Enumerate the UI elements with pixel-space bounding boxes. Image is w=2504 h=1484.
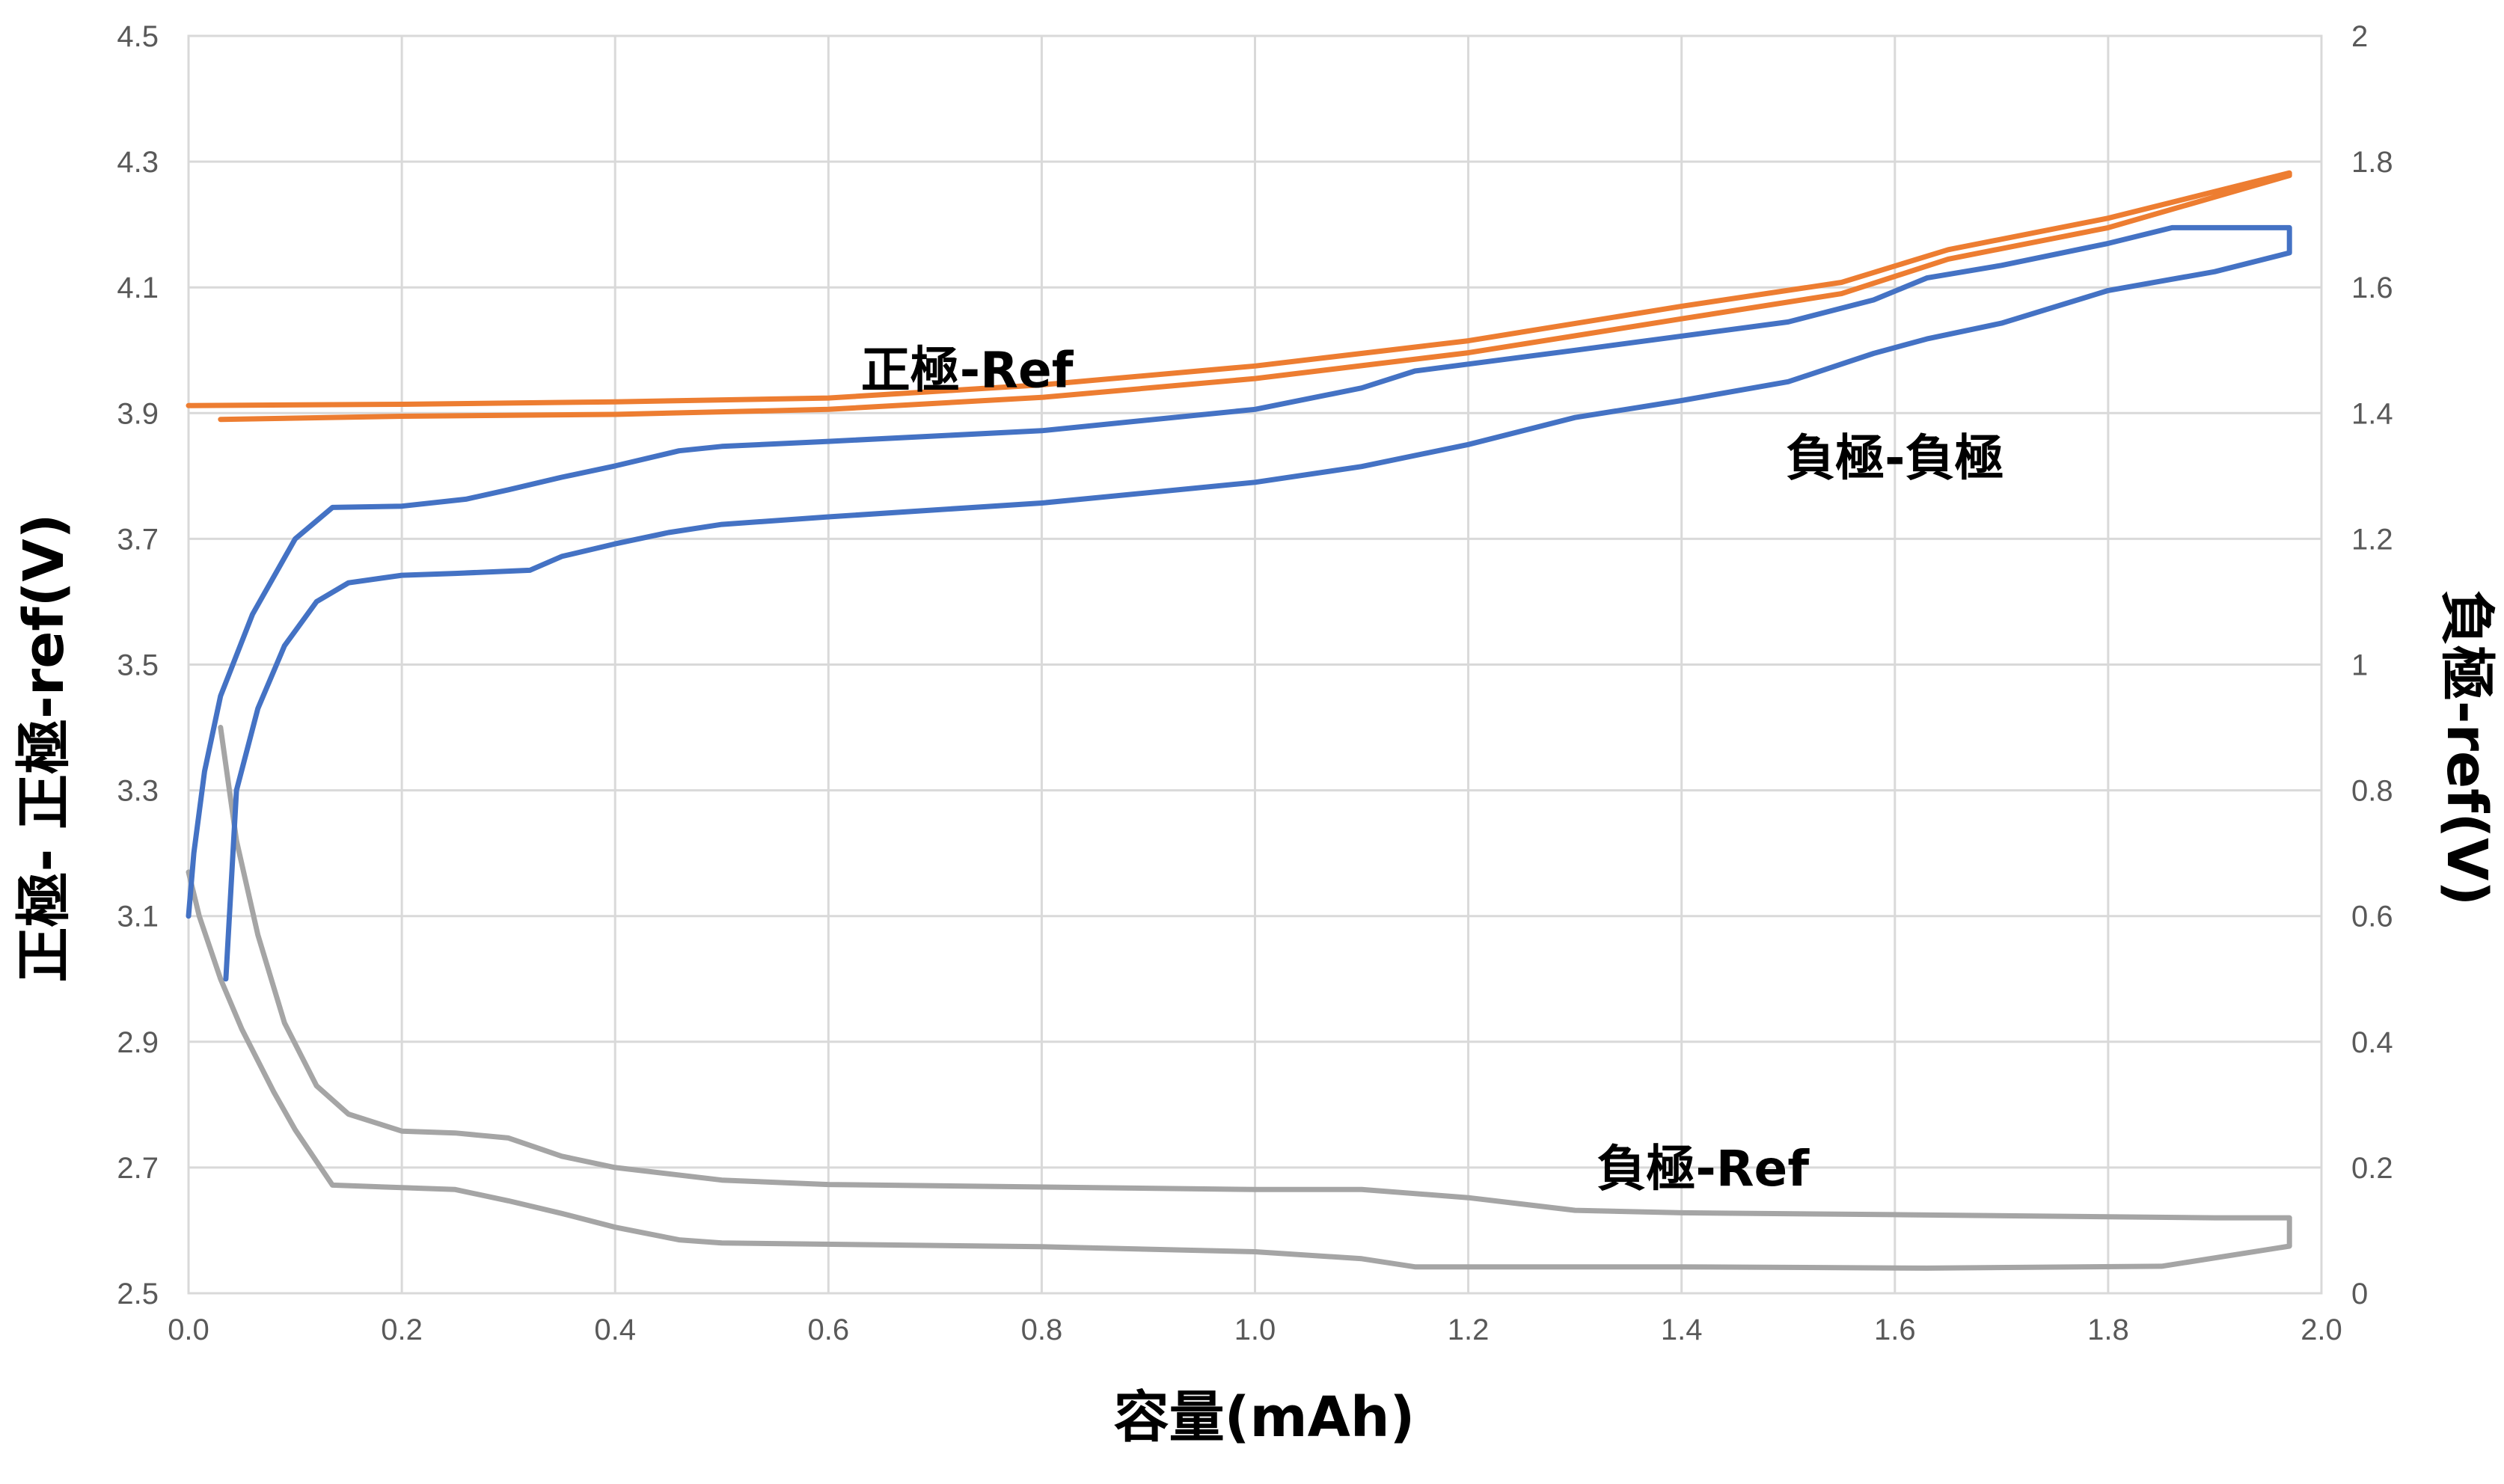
left-tick-label: 2.9	[117, 1026, 159, 1059]
right-tick-label: 0.8	[2351, 775, 2393, 808]
x-axis-tick-labels: 0.0 0.2 0.4 0.6 0.8 1.0 1.2 1.4 1.6 1.8 2.0	[168, 1313, 2342, 1346]
left-tick-label: 3.5	[117, 649, 159, 682]
right-axis-tick-labels: 0 0.2 0.4 0.6 0.8 1 1.2 1.4 1.6 1.8 2	[2351, 20, 2393, 1310]
plot-area-border	[187, 34, 2323, 1295]
left-tick-label: 3.3	[117, 775, 159, 808]
left-tick-label: 3.7	[117, 523, 159, 556]
x-tick-label: 0.6	[807, 1313, 849, 1346]
left-tick-label: 3.9	[117, 397, 159, 430]
left-tick-label: 2.7	[117, 1152, 159, 1185]
right-tick-label: 1.8	[2351, 146, 2393, 179]
x-tick-label: 1.6	[1874, 1313, 1916, 1346]
x-tick-label: 1.2	[1448, 1313, 1490, 1346]
x-tick-label: 0.8	[1021, 1313, 1063, 1346]
right-tick-label: 1.6	[2351, 272, 2393, 304]
left-tick-label: 4.5	[117, 20, 159, 53]
right-tick-label: 0.2	[2351, 1152, 2393, 1185]
right-axis-title: 負極-ref(V)	[2434, 590, 2499, 907]
x-tick-label: 0.0	[168, 1313, 209, 1346]
right-tick-label: 1.2	[2351, 523, 2393, 556]
left-tick-label: 3.1	[117, 901, 159, 933]
x-axis-title: 容量(mAh)	[1114, 1385, 1415, 1450]
left-axis-title: 正極- 正極-ref(V)	[12, 514, 76, 983]
series-line-正極-Ref	[186, 170, 2292, 423]
annotation-label: 正極-Ref	[861, 341, 1074, 399]
right-tick-label: 2	[2351, 20, 2368, 53]
x-tick-label: 1.0	[1234, 1313, 1276, 1346]
left-axis-tick-labels: 2.5 2.7 2.9 3.1 3.3 3.5 3.7 3.9 4.1 4.3 4.5	[117, 20, 159, 1310]
x-tick-label: 2.0	[2301, 1313, 2342, 1346]
right-tick-label: 1.4	[2351, 397, 2393, 430]
x-tick-label: 1.8	[2087, 1313, 2129, 1346]
annotation-label: 負極-Ref	[1597, 1140, 1810, 1198]
x-tick-label: 1.4	[1661, 1313, 1703, 1346]
right-tick-label: 1	[2351, 649, 2368, 682]
x-tick-label: 0.4	[594, 1313, 636, 1346]
right-tick-label: 0	[2351, 1278, 2368, 1310]
series-layer	[186, 170, 2292, 1271]
right-tick-label: 0.4	[2351, 1026, 2393, 1059]
annotation-label: 負極-負極	[1786, 429, 2003, 487]
left-tick-label: 4.1	[117, 272, 159, 304]
series-line-正極-正極	[186, 224, 2292, 982]
left-tick-label: 4.3	[117, 146, 159, 179]
right-tick-label: 0.6	[2351, 901, 2393, 933]
x-tick-label: 0.2	[381, 1313, 423, 1346]
left-tick-label: 2.5	[117, 1278, 159, 1310]
series-line-負極-Ref	[186, 725, 2292, 1271]
